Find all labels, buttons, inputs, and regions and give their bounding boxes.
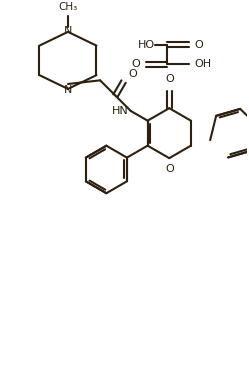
Text: N: N	[64, 85, 72, 95]
Text: O: O	[131, 59, 140, 69]
Text: HN: HN	[112, 106, 129, 116]
Text: O: O	[195, 40, 204, 50]
Text: CH₃: CH₃	[58, 2, 78, 12]
Text: O: O	[165, 164, 174, 174]
Text: HO: HO	[138, 40, 155, 50]
Text: N: N	[64, 26, 72, 36]
Text: OH: OH	[195, 59, 212, 69]
Text: O: O	[165, 74, 174, 84]
Text: O: O	[128, 69, 137, 78]
